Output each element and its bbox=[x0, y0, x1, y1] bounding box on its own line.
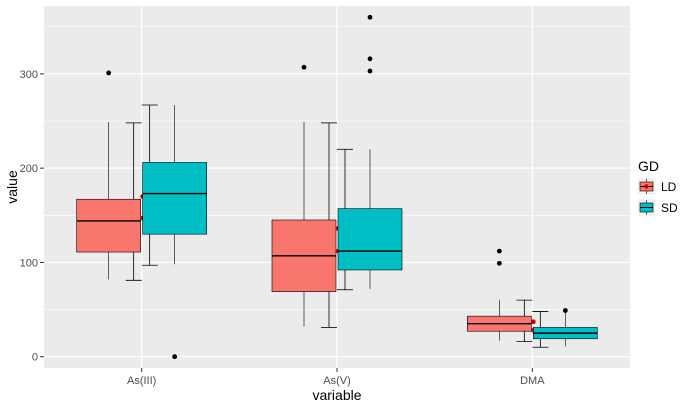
mean-point bbox=[530, 319, 536, 325]
box-body bbox=[76, 198, 141, 253]
y-tick-label: 0 bbox=[32, 352, 38, 364]
box-SD-DMA bbox=[532, 308, 598, 348]
outlier-point bbox=[367, 56, 373, 62]
legend-item-SD: SD bbox=[638, 199, 678, 216]
box-SD-As(III) bbox=[141, 104, 207, 360]
y-tick-label: 200 bbox=[20, 163, 38, 175]
outlier-point bbox=[562, 308, 568, 313]
box-LD-DMA bbox=[467, 248, 536, 343]
outlier-point bbox=[172, 354, 178, 360]
outlier-point bbox=[496, 260, 502, 266]
x-tick-label: As(III) bbox=[127, 375, 156, 387]
y-axis: 0 100 200 300 bbox=[20, 69, 44, 364]
box-LD-As(V) bbox=[271, 64, 341, 328]
outlier-point bbox=[106, 70, 112, 76]
legend-label: SD bbox=[661, 201, 678, 215]
outlier-point bbox=[367, 68, 373, 74]
x-axis-title: variable bbox=[312, 387, 361, 403]
x-tick-label: DMA bbox=[520, 375, 545, 387]
grid-lines bbox=[44, 6, 630, 368]
box-body bbox=[142, 162, 207, 235]
x-tick-label: As(V) bbox=[323, 375, 351, 387]
y-tick-label: 300 bbox=[20, 69, 38, 81]
legend-label: LD bbox=[661, 180, 677, 194]
box-body bbox=[337, 208, 403, 271]
outlier-point bbox=[496, 248, 502, 254]
legend-item-LD: LD bbox=[638, 178, 677, 195]
box-marks bbox=[76, 14, 598, 360]
legend: GD LD SD bbox=[638, 158, 678, 216]
legend-key-mean-point bbox=[644, 184, 649, 189]
outlier-point bbox=[367, 14, 373, 20]
box-LD-As(III) bbox=[76, 70, 146, 281]
y-axis-title: value bbox=[4, 170, 20, 204]
legend-title: GD bbox=[638, 158, 659, 174]
x-axis: As(III) As(V) DMA bbox=[127, 368, 545, 387]
y-tick-label: 100 bbox=[20, 257, 38, 269]
outlier-point bbox=[301, 64, 307, 70]
box-SD-As(V) bbox=[337, 14, 403, 291]
